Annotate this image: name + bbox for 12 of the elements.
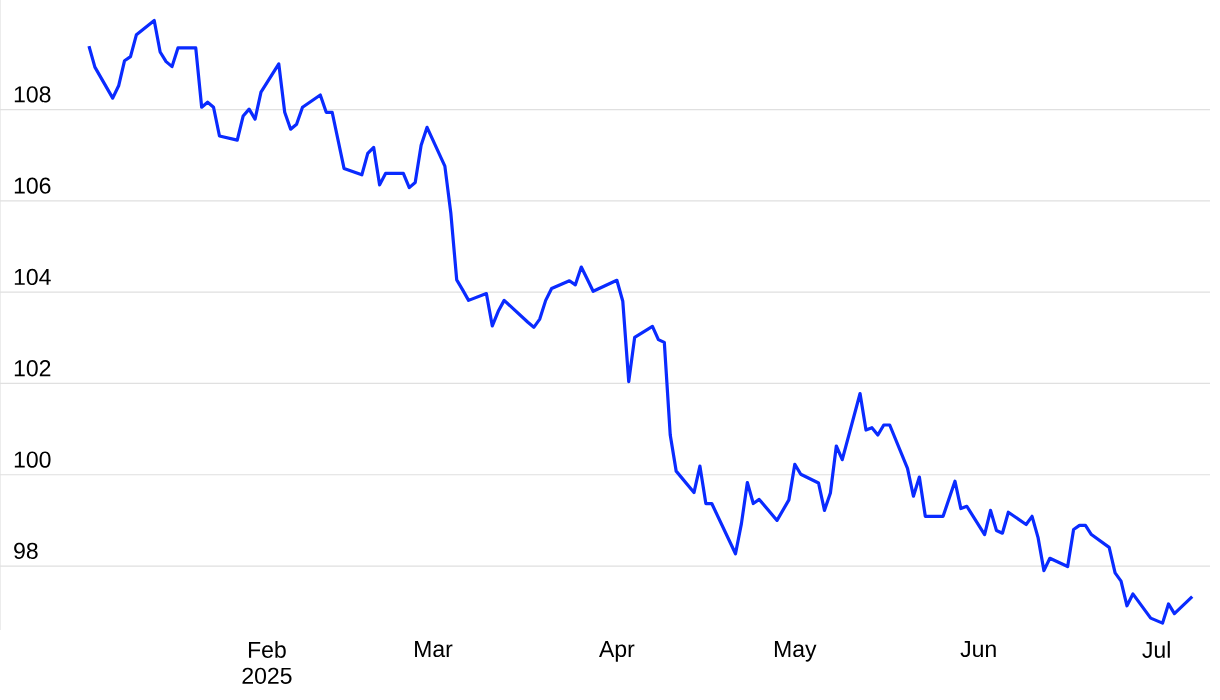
y-tick-label: 98 bbox=[14, 542, 38, 559]
y-tick-label: 100 bbox=[14, 451, 51, 468]
y-tick-label: 108 bbox=[14, 86, 51, 103]
x-tick-label: Feb 2025 bbox=[242, 641, 292, 684]
x-tick-label: Jun bbox=[960, 641, 996, 658]
y-tick-label: 104 bbox=[14, 268, 51, 286]
x-tick-label: Jul bbox=[1142, 641, 1170, 658]
x-tick-label: May bbox=[774, 641, 817, 662]
y-tick-label: 106 bbox=[14, 177, 51, 194]
y-tick-label: 102 bbox=[14, 360, 51, 377]
x-tick-label: Apr bbox=[599, 641, 635, 662]
x-tick-label: Mar bbox=[415, 641, 453, 658]
